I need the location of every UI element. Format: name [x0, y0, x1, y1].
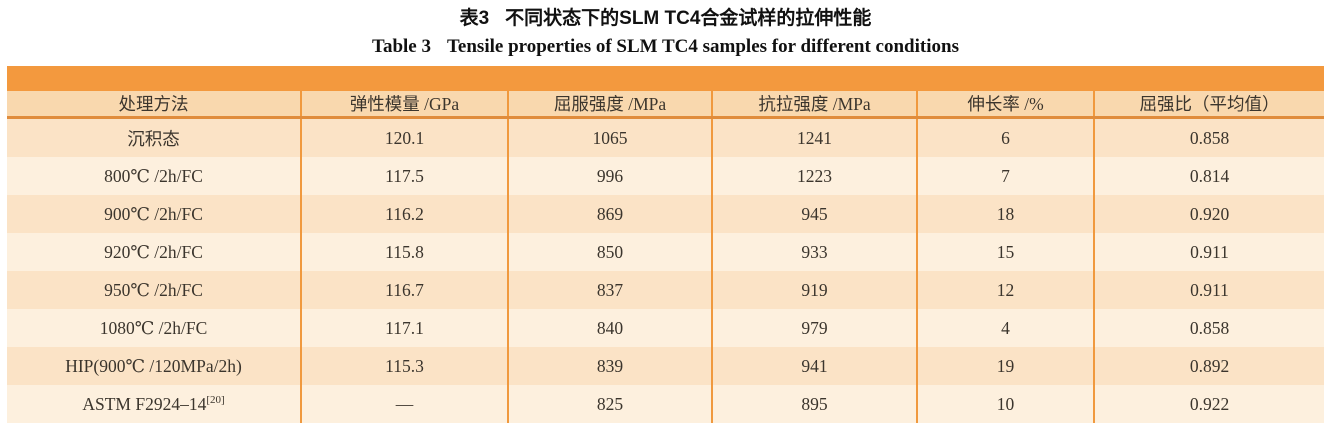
caption-zh-text: 不同状态下的SLM TC4合金试样的拉伸性能: [505, 8, 872, 29]
table-caption-en: Table 3 Tensile properties of SLM TC4 sam…: [0, 34, 1331, 60]
value-cell: 10: [916, 385, 1094, 423]
table-row: 920℃ /2h/FC 115.8 850 933 15 0.911: [7, 233, 1324, 271]
method-label: 920℃ /2h/FC: [104, 241, 203, 262]
method-label: 950℃ /2h/FC: [104, 279, 203, 300]
value-cell: 116.7: [300, 271, 508, 309]
value-cell: 15: [916, 233, 1094, 271]
value-cell: 0.911: [1093, 233, 1324, 271]
value-cell: 117.5: [300, 157, 508, 195]
column-header: 抗拉强度 /MPa: [711, 91, 917, 119]
data-table: 处理方法 弹性模量 /GPa 屈服强度 /MPa 抗拉强度 /MPa 伸长率 /% 屈强比…: [7, 66, 1324, 423]
value-cell: 0.920: [1093, 195, 1324, 233]
method-cell: HIP(900℃ /120MPa/2h): [7, 347, 301, 385]
method-cell: 950℃ /2h/FC: [7, 271, 301, 309]
table-row: 800℃ /2h/FC 117.5 996 1223 7 0.814: [7, 157, 1324, 195]
value-cell: 933: [711, 233, 917, 271]
value-cell: 0.892: [1093, 347, 1324, 385]
value-cell: 0.858: [1093, 117, 1324, 157]
method-label: 900℃ /2h/FC: [104, 203, 203, 224]
table-caption-zh: 表3 不同状态下的SLM TC4合金试样的拉伸性能: [0, 0, 1331, 31]
method-cell: 1080℃ /2h/FC: [7, 309, 301, 347]
value-cell: 895: [711, 385, 917, 423]
caption-en-text: Tensile properties of SLM TC4 samples fo…: [447, 36, 959, 57]
value-cell: 839: [507, 347, 712, 385]
table-row: ASTM F2924–14[20] —825 895 10 0.922: [7, 385, 1324, 423]
caption-en-label: Table 3: [372, 36, 431, 57]
value-cell: 120.1: [300, 117, 508, 157]
table-row: HIP(900℃ /120MPa/2h) 115.3 839 941 19 0.892: [7, 347, 1324, 385]
method-label: 800℃ /2h/FC: [104, 165, 203, 186]
value-cell: 996: [507, 157, 712, 195]
value-cell: 1065: [507, 117, 712, 157]
value-cell: 0.814: [1093, 157, 1324, 195]
method-label: 1080℃ /2h/FC: [99, 317, 208, 338]
value-cell: 945: [711, 195, 917, 233]
tensile-properties-table: 处理方法 弹性模量 /GPa 屈服强度 /MPa 抗拉强度 /MPa 伸长率 /% 屈强比…: [7, 91, 1324, 423]
value-cell: 0.922: [1093, 385, 1324, 423]
value-cell: 19: [916, 347, 1094, 385]
value-cell: 7: [916, 157, 1094, 195]
table-row: 900℃ /2h/FC 116.2 869 945 18 0.920: [7, 195, 1324, 233]
value-cell: 115.3: [300, 347, 508, 385]
value-cell: 115.8: [300, 233, 508, 271]
value-cell: 825: [507, 385, 712, 423]
value-cell: 4: [916, 309, 1094, 347]
method-cell: 920℃ /2h/FC: [7, 233, 301, 271]
method-cell: 900℃ /2h/FC: [7, 195, 301, 233]
value-cell: 919: [711, 271, 917, 309]
table-row: 950℃ /2h/FC 116.7 837 919 12 0.911: [7, 271, 1324, 309]
table-row: 1080℃ /2h/FC 117.1 840 979 4 0.858: [7, 309, 1324, 347]
value-cell: 12: [916, 271, 1094, 309]
column-header: 屈强比（平均值）: [1093, 91, 1324, 119]
method-cell: 沉积态: [7, 117, 301, 157]
value-cell: 0.858: [1093, 309, 1324, 347]
value-cell: 850: [507, 233, 712, 271]
method-cell: ASTM F2924–14[20]: [7, 385, 301, 423]
value-cell: 840: [507, 309, 712, 347]
value-cell: 979: [711, 309, 917, 347]
value-cell: 0.911: [1093, 271, 1324, 309]
table-top-band: [7, 66, 1324, 91]
method-label: 沉积态: [127, 128, 180, 149]
method-cell: 800℃ /2h/FC: [7, 157, 301, 195]
column-header: 伸长率 /%: [916, 91, 1094, 119]
column-header: 处理方法: [7, 91, 301, 119]
table-row: 沉积态 120.1 1065 1241 6 0.858: [7, 117, 1324, 157]
value-cell: 1223: [711, 157, 917, 195]
reference-superscript: [20]: [206, 393, 225, 406]
value-cell: 6: [916, 117, 1094, 157]
column-header: 屈服强度 /MPa: [507, 91, 712, 119]
value-cell: 837: [507, 271, 712, 309]
value-cell: 18: [916, 195, 1094, 233]
value-cell: 116.2: [300, 195, 508, 233]
value-cell: 1241: [711, 117, 917, 157]
value-cell: —: [300, 385, 508, 423]
value-cell: 117.1: [300, 309, 508, 347]
method-label: ASTM F2924–14: [82, 393, 207, 414]
value-cell: 941: [711, 347, 917, 385]
value-cell: 869: [507, 195, 712, 233]
header-row: 处理方法 弹性模量 /GPa 屈服强度 /MPa 抗拉强度 /MPa 伸长率 /% 屈强比…: [7, 91, 1324, 119]
column-header: 弹性模量 /GPa: [300, 91, 508, 119]
method-label: HIP(900℃ /120MPa/2h): [65, 355, 242, 376]
caption-zh-label: 表3: [459, 8, 490, 29]
